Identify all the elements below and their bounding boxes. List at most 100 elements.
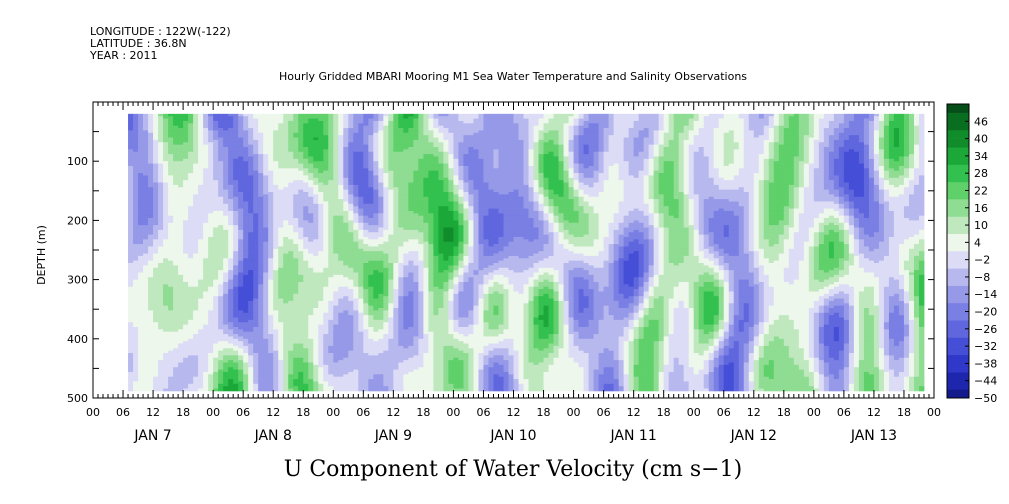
heatmap-cell <box>293 334 298 337</box>
heatmap-cell <box>163 254 168 257</box>
heatmap-cell <box>263 154 268 157</box>
heatmap-cell <box>318 348 323 351</box>
heatmap-cell <box>338 263 343 266</box>
heatmap-cell <box>163 384 168 387</box>
heatmap-cell <box>288 239 293 242</box>
heatmap-cell <box>163 386 168 389</box>
heatmap-cell <box>303 294 308 297</box>
heatmap-cell <box>218 358 223 361</box>
heatmap-cell <box>208 223 213 226</box>
heatmap-cell <box>188 187 193 190</box>
heatmap-cell <box>253 171 258 174</box>
heatmap-cell <box>258 370 263 373</box>
heatmap-cell <box>218 161 223 164</box>
heatmap-cell <box>243 218 248 221</box>
heatmap-cell <box>263 228 268 231</box>
heatmap-cell <box>223 119 228 122</box>
heatmap-cell <box>288 114 293 117</box>
heatmap-cell <box>288 211 293 214</box>
heatmap-cell <box>183 291 188 294</box>
heatmap-cell <box>283 173 288 176</box>
heatmap-cell <box>178 353 183 356</box>
heatmap-cell <box>188 183 193 186</box>
heatmap-cell <box>298 284 303 287</box>
heatmap-cell <box>193 192 198 195</box>
heatmap-cell <box>273 291 278 294</box>
heatmap-cell <box>248 306 253 309</box>
heatmap-cell <box>213 138 218 141</box>
heatmap-cell <box>228 152 233 155</box>
heatmap-cell <box>273 211 278 214</box>
heatmap-cell <box>263 341 268 344</box>
heatmap-cell <box>188 242 193 245</box>
heatmap-cell <box>233 201 238 204</box>
heatmap-cell <box>193 173 198 176</box>
heatmap-cell <box>138 159 143 162</box>
heatmap-cell <box>188 358 193 361</box>
heatmap-cell <box>263 268 268 271</box>
heatmap-cell <box>133 306 138 309</box>
heatmap-cell <box>313 244 318 247</box>
heatmap-cell <box>313 166 318 169</box>
heatmap-cell <box>263 377 268 380</box>
heatmap-cell <box>223 294 228 297</box>
heatmap-cell <box>238 358 243 361</box>
heatmap-cell <box>303 263 308 266</box>
heatmap-cell <box>243 284 248 287</box>
heatmap-cell <box>193 149 198 152</box>
heatmap-cell <box>313 315 318 318</box>
heatmap-cell <box>143 386 148 389</box>
heatmap-cell <box>323 168 328 171</box>
heatmap-cell <box>293 116 298 119</box>
heatmap-cell <box>238 133 243 136</box>
heatmap-cell <box>323 140 328 143</box>
heatmap-cell <box>278 242 283 245</box>
heatmap-cell <box>158 171 163 174</box>
heatmap-cell <box>163 381 168 384</box>
heatmap-cell <box>193 223 198 226</box>
heatmap-cell <box>143 126 148 129</box>
heatmap-cell <box>223 381 228 384</box>
heatmap-cell <box>283 171 288 174</box>
heatmap-cell <box>308 246 313 249</box>
heatmap-cell <box>233 164 238 167</box>
heatmap-cell <box>208 133 213 136</box>
heatmap-cell <box>178 138 183 141</box>
heatmap-cell <box>243 273 248 276</box>
heatmap-cell <box>173 320 178 323</box>
heatmap-cell <box>323 130 328 133</box>
heatmap-cell <box>308 242 313 245</box>
heatmap-cell <box>128 261 133 264</box>
heatmap-cell <box>128 265 133 268</box>
year-label: YEAR : 2011 <box>89 49 158 62</box>
heatmap-cell <box>303 242 308 245</box>
heatmap-cell <box>208 197 213 200</box>
heatmap-cell <box>318 327 323 330</box>
heatmap-cell <box>188 192 193 195</box>
heatmap-cell <box>198 325 203 328</box>
heatmap-cell <box>223 199 228 202</box>
heatmap-cell <box>258 299 263 302</box>
heatmap-cell <box>333 310 338 313</box>
heatmap-cell <box>168 175 173 178</box>
heatmap-cell <box>233 187 238 190</box>
heatmap-cell <box>173 161 178 164</box>
heatmap-cell <box>243 249 248 252</box>
heatmap-cell <box>143 230 148 233</box>
heatmap-cell <box>253 206 258 209</box>
heatmap-cell <box>248 211 253 214</box>
heatmap-cell <box>168 296 173 299</box>
heatmap-cell <box>303 332 308 335</box>
heatmap-cell <box>258 261 263 264</box>
heatmap-cell <box>188 194 193 197</box>
heatmap-cell <box>228 230 233 233</box>
heatmap-cell <box>208 199 213 202</box>
heatmap-cell <box>193 152 198 155</box>
heatmap-cell <box>218 280 223 283</box>
heatmap-cell <box>203 355 208 358</box>
heatmap-cell <box>223 334 228 337</box>
heatmap-cell <box>138 220 143 223</box>
heatmap-cell <box>298 251 303 254</box>
heatmap-cell <box>168 145 173 148</box>
heatmap-cell <box>218 365 223 368</box>
